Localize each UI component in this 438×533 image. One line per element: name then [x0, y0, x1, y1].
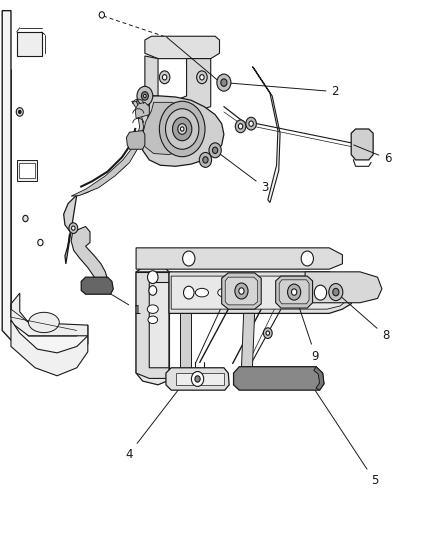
- Circle shape: [182, 251, 194, 266]
- Circle shape: [238, 288, 244, 294]
- Polygon shape: [171, 276, 347, 309]
- Circle shape: [208, 143, 221, 158]
- Circle shape: [183, 286, 194, 299]
- Circle shape: [16, 108, 23, 116]
- Polygon shape: [304, 272, 381, 303]
- Text: 6: 6: [353, 145, 391, 165]
- Circle shape: [162, 75, 166, 80]
- Circle shape: [38, 239, 43, 246]
- Polygon shape: [136, 268, 169, 385]
- Text: 8: 8: [337, 294, 389, 342]
- Circle shape: [99, 12, 104, 18]
- Circle shape: [18, 110, 21, 114]
- Circle shape: [216, 74, 230, 91]
- Circle shape: [165, 109, 198, 149]
- Circle shape: [69, 223, 78, 233]
- Polygon shape: [221, 273, 261, 309]
- Circle shape: [148, 286, 156, 295]
- Polygon shape: [19, 163, 35, 178]
- Polygon shape: [17, 32, 42, 56]
- Circle shape: [328, 284, 342, 301]
- Polygon shape: [225, 277, 257, 305]
- Circle shape: [238, 124, 242, 129]
- Polygon shape: [145, 36, 219, 59]
- Polygon shape: [136, 272, 169, 378]
- Ellipse shape: [195, 288, 208, 297]
- Circle shape: [300, 251, 313, 266]
- Circle shape: [263, 328, 272, 338]
- Polygon shape: [2, 11, 88, 354]
- Circle shape: [137, 86, 152, 106]
- Circle shape: [196, 71, 207, 84]
- Circle shape: [177, 124, 186, 134]
- Polygon shape: [169, 272, 353, 313]
- Circle shape: [265, 331, 269, 335]
- Polygon shape: [126, 131, 145, 149]
- Polygon shape: [81, 277, 113, 294]
- Circle shape: [172, 117, 191, 141]
- Circle shape: [212, 147, 217, 154]
- Circle shape: [159, 71, 170, 84]
- Circle shape: [332, 288, 338, 296]
- Ellipse shape: [28, 312, 59, 333]
- Polygon shape: [350, 129, 372, 160]
- Circle shape: [291, 289, 296, 295]
- Polygon shape: [252, 67, 279, 203]
- Polygon shape: [71, 227, 107, 285]
- Circle shape: [199, 75, 204, 80]
- Circle shape: [191, 372, 203, 386]
- Polygon shape: [180, 313, 191, 368]
- Circle shape: [220, 79, 226, 86]
- Polygon shape: [71, 101, 143, 196]
- Circle shape: [194, 376, 200, 382]
- Circle shape: [287, 284, 300, 300]
- Text: 1: 1: [101, 288, 141, 317]
- Circle shape: [143, 94, 146, 98]
- Polygon shape: [17, 160, 37, 181]
- Ellipse shape: [148, 316, 157, 324]
- Circle shape: [23, 215, 28, 222]
- Circle shape: [235, 120, 245, 133]
- Circle shape: [147, 271, 158, 284]
- Text: 9: 9: [294, 295, 318, 362]
- Polygon shape: [233, 367, 323, 390]
- Polygon shape: [241, 313, 254, 368]
- Text: 4: 4: [125, 370, 193, 461]
- Circle shape: [248, 121, 253, 126]
- Text: 2: 2: [226, 83, 338, 98]
- Polygon shape: [142, 102, 202, 155]
- Circle shape: [141, 92, 148, 100]
- Polygon shape: [141, 96, 223, 166]
- Polygon shape: [64, 96, 158, 264]
- Polygon shape: [145, 56, 210, 112]
- Polygon shape: [275, 276, 312, 308]
- Circle shape: [245, 117, 256, 130]
- Circle shape: [71, 226, 75, 230]
- Polygon shape: [279, 280, 308, 304]
- Polygon shape: [175, 373, 223, 385]
- Ellipse shape: [147, 305, 158, 313]
- Circle shape: [202, 157, 208, 163]
- Circle shape: [180, 127, 184, 131]
- Text: 5: 5: [308, 381, 378, 487]
- Polygon shape: [11, 320, 88, 376]
- Polygon shape: [135, 102, 149, 118]
- Polygon shape: [136, 248, 342, 269]
- Polygon shape: [11, 293, 88, 336]
- Circle shape: [234, 283, 247, 299]
- Circle shape: [159, 101, 205, 157]
- Polygon shape: [313, 367, 323, 390]
- Circle shape: [199, 152, 211, 167]
- Polygon shape: [166, 368, 229, 390]
- Circle shape: [314, 285, 326, 300]
- Ellipse shape: [217, 288, 230, 297]
- Text: 3: 3: [217, 152, 268, 194]
